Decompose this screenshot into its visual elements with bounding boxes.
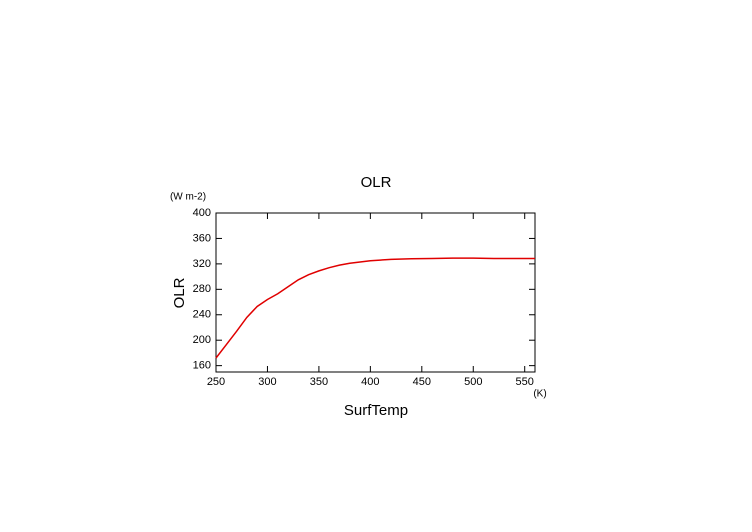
- x-tick-label: 250: [207, 376, 225, 388]
- x-tick-label: 350: [310, 376, 328, 388]
- x-axis-label: SurfTemp: [344, 402, 408, 419]
- x-tick-label: 550: [516, 376, 534, 388]
- y-tick-label: 240: [193, 309, 211, 321]
- y-tick-label: 400: [193, 207, 211, 219]
- y-tick-label: 360: [193, 232, 211, 244]
- x-tick-label: 500: [464, 376, 482, 388]
- x-tick-label: 400: [361, 376, 379, 388]
- plot-frame: [215, 212, 536, 373]
- y-axis-label: OLR: [171, 277, 188, 308]
- chart-title: OLR: [361, 174, 392, 191]
- y-tick-label: 280: [193, 283, 211, 295]
- y-unit: (W m-2): [170, 192, 206, 203]
- y-tick-label: 200: [193, 334, 211, 346]
- x-tick-label: 300: [258, 376, 276, 388]
- y-tick-label: 320: [193, 258, 211, 270]
- line-series: [215, 257, 535, 359]
- x-unit: (K): [533, 389, 546, 400]
- y-tick-label: 160: [193, 360, 211, 372]
- x-tick-label: 450: [413, 376, 431, 388]
